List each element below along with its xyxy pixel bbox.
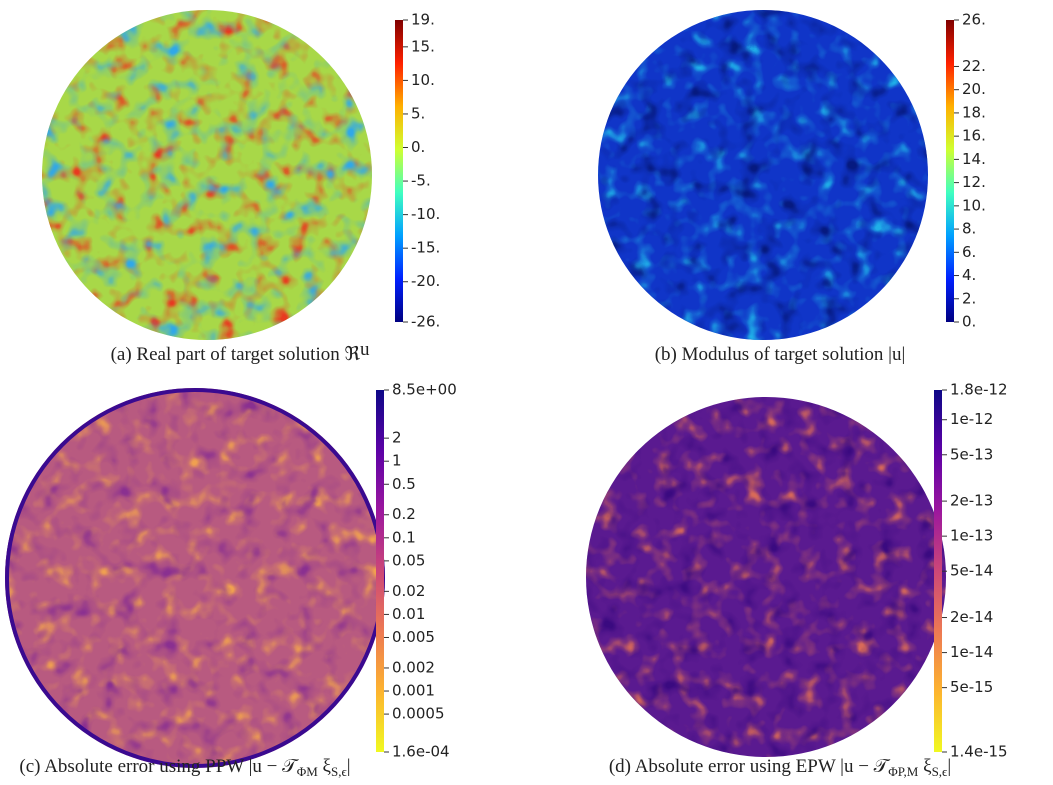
colorbar [395, 20, 403, 322]
colorbar-tick-label: -15. [411, 239, 440, 257]
caption-part: u [360, 339, 370, 360]
caption-part: S,ϵ [331, 764, 347, 779]
colorbar [934, 390, 942, 752]
caption: (a) Real part of target solution ℜu [111, 339, 370, 365]
colorbar-tick-label: 1.4e-15 [950, 743, 1008, 761]
disc-texture [586, 397, 946, 757]
colorbar-tick-label: 1e-13 [950, 527, 993, 545]
panel: 19. 15. 10. 5. 0. -5. -10. -15. -20. -26. (a) Real… [42, 10, 440, 365]
colorbar-tick-label: -26. [411, 313, 440, 331]
panel: 1.8e-12 1e-12 5e-13 2e-13 1e-13 5e-14 2e-14 1e-… [586, 381, 1008, 779]
colorbar-tick-label: 16. [962, 127, 986, 145]
panel: 26. 22. 20. 18. 16. 14. 12. 10. 8. 6. 4. 2. 0. (b) Mo… [598, 10, 986, 365]
colorbar-tick-label: 26. [962, 11, 986, 29]
colorbar-tick-label: 1e-14 [950, 643, 993, 661]
colorbar-tick-label: 0.005 [392, 628, 435, 646]
colorbar-tick-label: 4. [962, 266, 976, 284]
colorbar-tick-label: 19. [411, 11, 435, 29]
colorbar-tick-label: 10. [962, 196, 986, 214]
colorbar-tick-label: 5e-15 [950, 678, 993, 696]
colorbar-tick-label: 8.5e+00 [392, 381, 457, 399]
colorbar-tick-label: 0.02 [392, 582, 425, 600]
colorbar-tick-label: -20. [411, 272, 440, 290]
colorbar-tick-label: 0.0005 [392, 705, 445, 723]
colorbar [946, 20, 954, 322]
caption-part: | [947, 756, 951, 777]
colorbar-tick-label: 5. [411, 104, 425, 122]
caption: (c) Absolute error using PPW |u − 𝒯ΦM ξS… [19, 756, 350, 779]
colorbar-tick-label: 10. [411, 71, 435, 89]
colorbar-tick-label: 22. [962, 57, 986, 75]
colorbar-tick-label: 14. [962, 150, 986, 168]
colorbar-tick-label: 0.001 [392, 682, 435, 700]
caption-part: (b) Modulus of target solution |u| [655, 344, 906, 365]
disc-texture [5, 388, 385, 768]
colorbar-tick-label: 2e-13 [950, 492, 993, 510]
colorbar-tick-label: 2e-14 [950, 608, 993, 626]
caption-part: S,ϵ [932, 764, 948, 779]
caption-part: ξ [318, 756, 332, 777]
caption-part: ξ [918, 756, 932, 777]
colorbar-tick-label: 0. [962, 313, 976, 331]
caption-part: (d) Absolute error using EPW |u − 𝒯 [609, 756, 891, 777]
disc-texture [42, 10, 372, 340]
colorbar-tick-label: 12. [962, 173, 986, 191]
colorbar-tick-label: 0.5 [392, 475, 416, 493]
colorbar-tick-label: 1.6e-04 [392, 743, 450, 761]
colorbar-tick-label: 0.1 [392, 528, 416, 546]
disc-texture [598, 10, 928, 340]
colorbar-tick-label: 0. [411, 138, 425, 156]
colorbar-tick-label: 15. [411, 37, 435, 55]
caption-part: ΦP,M [888, 764, 919, 779]
colorbar-tick-label: 5e-14 [950, 562, 993, 580]
colorbar-tick-label: 0.2 [392, 505, 416, 523]
colorbar-tick-label: 0.002 [392, 658, 435, 676]
caption-part: (a) Real part of target solution ℜ [111, 344, 361, 365]
caption-part: | [347, 756, 351, 777]
colorbar-tick-label: 5e-13 [950, 445, 993, 463]
colorbar-tick-label: 0.05 [392, 551, 425, 569]
colorbar-tick-label: 1 [392, 452, 402, 470]
caption-part: ΦM [297, 764, 319, 779]
caption-part: (c) Absolute error using PPW |u − 𝒯 [19, 756, 299, 777]
colorbar-tick-label: 20. [962, 80, 986, 98]
colorbar-tick-label: 6. [962, 243, 976, 261]
colorbar-tick-label: 0.01 [392, 605, 425, 623]
colorbar-tick-label: 1e-12 [950, 410, 993, 428]
colorbar-tick-label: 2 [392, 429, 402, 447]
panel: 8.5e+00 2 1 0.5 0.2 0.1 0.05 0.02 0.01 0.005 0.002… [5, 381, 457, 779]
colorbar-tick-label: 8. [962, 220, 976, 238]
colorbar [376, 390, 384, 752]
caption: (d) Absolute error using EPW |u − 𝒯ΦP,M … [609, 756, 951, 779]
colorbar-tick-label: 1.8e-12 [950, 381, 1008, 399]
colorbar-tick-label: -5. [411, 172, 431, 190]
colorbar-tick-label: 18. [962, 103, 986, 121]
caption: (b) Modulus of target solution |u| [655, 344, 906, 365]
colorbar-tick-label: 2. [962, 289, 976, 307]
colorbar-tick-label: -10. [411, 205, 440, 223]
